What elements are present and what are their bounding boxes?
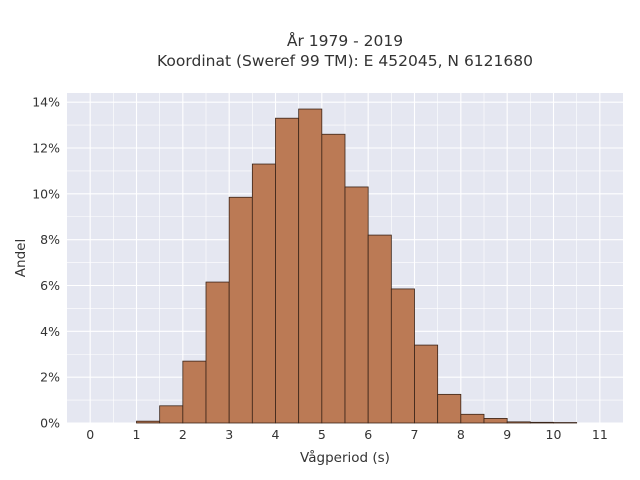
histogram-bar [159, 405, 184, 424]
y-tick-label: 2% [40, 370, 60, 385]
histogram-bar [228, 196, 253, 424]
histogram-bar [275, 117, 300, 424]
y-tick-label: 8% [40, 232, 60, 247]
y-tick-label: 4% [40, 324, 60, 339]
y-axis-ticks: 0% 2% 4% 6% 8% 10% 12% 14% [32, 95, 60, 431]
histogram-bar [390, 288, 415, 424]
histogram-bar [506, 421, 531, 424]
chart-title-line-1: År 1979 - 2019 [287, 31, 403, 50]
x-axis-title: Vågperiod (s) [300, 449, 390, 466]
histogram-bar [437, 393, 462, 424]
y-tick-label: 12% [32, 141, 60, 156]
x-tick-label: 7 [411, 427, 419, 442]
histogram-bar [321, 133, 346, 424]
histogram-bar [483, 418, 508, 424]
grid-lines [67, 93, 623, 424]
y-axis-title: Andel [13, 239, 29, 277]
x-tick-label: 9 [503, 427, 511, 442]
histogram-bar [182, 360, 207, 424]
x-tick-label: 1 [133, 427, 141, 442]
y-tick-label: 6% [40, 278, 60, 293]
x-tick-label: 10 [546, 427, 562, 442]
x-tick-label: 2 [179, 427, 187, 442]
histogram-bar [251, 163, 276, 424]
histogram-bar [460, 413, 485, 424]
x-tick-label: 3 [225, 427, 233, 442]
x-tick-label: 4 [272, 427, 280, 442]
histogram-bar [136, 420, 161, 424]
x-axis-ticks: 0 1 2 3 4 5 6 7 8 9 10 11 [86, 427, 608, 442]
y-tick-label: 10% [32, 186, 60, 201]
x-tick-label: 6 [364, 427, 372, 442]
histogram-bar [344, 186, 369, 424]
x-tick-label: 0 [86, 427, 94, 442]
histogram-bar [298, 108, 323, 424]
y-tick-label: 14% [32, 95, 60, 110]
histogram-bar [414, 344, 439, 424]
histogram-bars [136, 108, 578, 424]
histogram-bar [367, 234, 392, 424]
y-tick-label: 0% [40, 416, 60, 431]
chart-title-line-2: Koordinat (Sweref 99 TM): E 452045, N 61… [157, 52, 533, 70]
histogram-bar [205, 281, 230, 424]
x-tick-label: 11 [592, 427, 608, 442]
x-tick-label: 8 [457, 427, 465, 442]
histogram-bar [529, 421, 554, 424]
x-tick-label: 5 [318, 427, 326, 442]
